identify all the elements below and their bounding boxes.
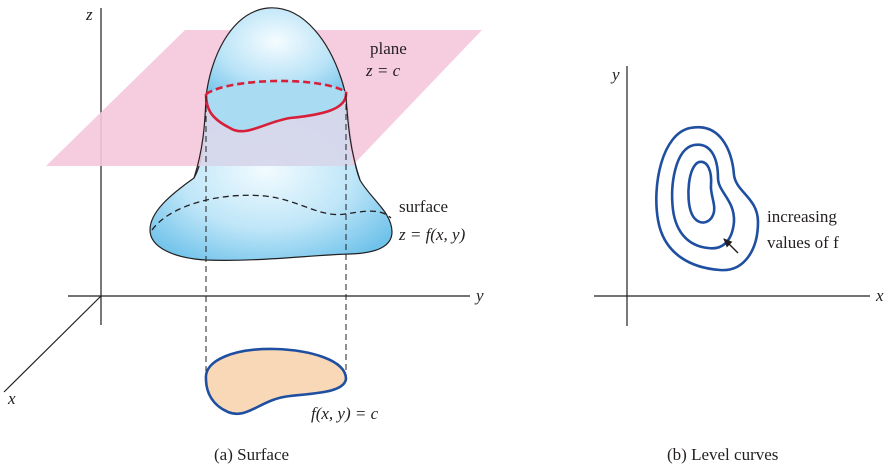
surface-label-equation: z = f(x, y) [398,225,466,244]
level-curve-label: f(x, y) = c [311,404,379,423]
surface-left-silhouette [193,96,207,179]
increasing-arrow [723,238,739,254]
level-curve-inner [687,160,716,224]
b-axis-x-label: x [875,286,884,305]
surface-dashed-contour [151,194,392,231]
axis-y-label: y [474,286,484,305]
note-values-of-f: values of f [767,233,839,252]
caption-a: (a) Surface [214,445,289,464]
plane-label-equation: z = c [365,61,401,80]
level-slice-back-dashed [205,79,347,96]
caption-b: (b) Level curves [667,445,778,464]
axis-x-label: x [7,389,16,408]
x-axis [3,295,102,393]
b-axis-y-label: y [610,65,620,84]
note-increasing: increasing [767,207,837,226]
panel-b-level-curves: y x increasing values of f (b) Level cur… [594,65,884,464]
panel-a-surface: z y x plane z = c surface z = f(x, y) f(… [3,5,484,464]
surface-label-word: surface [399,197,448,216]
level-slice-front [204,91,348,133]
plane-label-word: plane [370,39,407,58]
level-curve-middle [670,143,736,250]
axis-z-label: z [85,5,93,24]
level-curve-outer [655,125,760,272]
level-slice-fill [206,80,347,132]
projected-level-region [204,347,348,415]
surface-right-silhouette [345,96,361,181]
